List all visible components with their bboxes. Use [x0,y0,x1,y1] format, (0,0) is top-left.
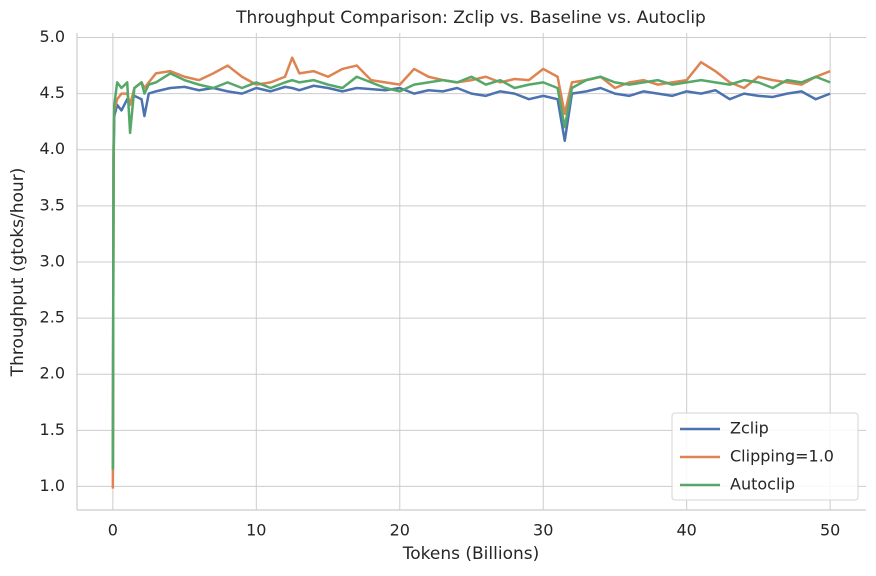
x-tick-label: 0 [108,521,118,540]
series-line [111,84,831,470]
series-line [111,72,831,470]
y-tick-label: 3.0 [40,251,65,270]
y-tick-label: 1.0 [40,476,65,495]
chart-title: Throughput Comparison: Zclip vs. Baselin… [235,8,706,28]
y-tick-label: 2.0 [40,364,65,383]
legend-box [671,412,859,501]
series-line [111,56,831,489]
y-tick-label: 5.0 [40,27,65,46]
y-tick-label: 1.5 [40,420,65,439]
x-tick-label: 40 [677,521,697,540]
x-tick-label: 20 [390,521,410,540]
y-tick-label: 4.5 [40,83,65,102]
x-tick-label: 10 [246,521,266,540]
y-tick-label: 2.5 [40,308,65,327]
x-tick-label: 30 [533,521,553,540]
x-axis-label: Tokens (Billions) [402,544,539,564]
legend-label: Autoclip [730,475,795,494]
y-tick-label: 4.0 [40,139,65,158]
y-tick-label: 3.5 [40,195,65,214]
legend-label: Zclip [730,419,769,438]
y-axis-label: Throughput (gtoks/hour) [8,168,28,378]
legend-label: Clipping=1.0 [730,447,834,466]
x-tick-label: 50 [820,521,840,540]
